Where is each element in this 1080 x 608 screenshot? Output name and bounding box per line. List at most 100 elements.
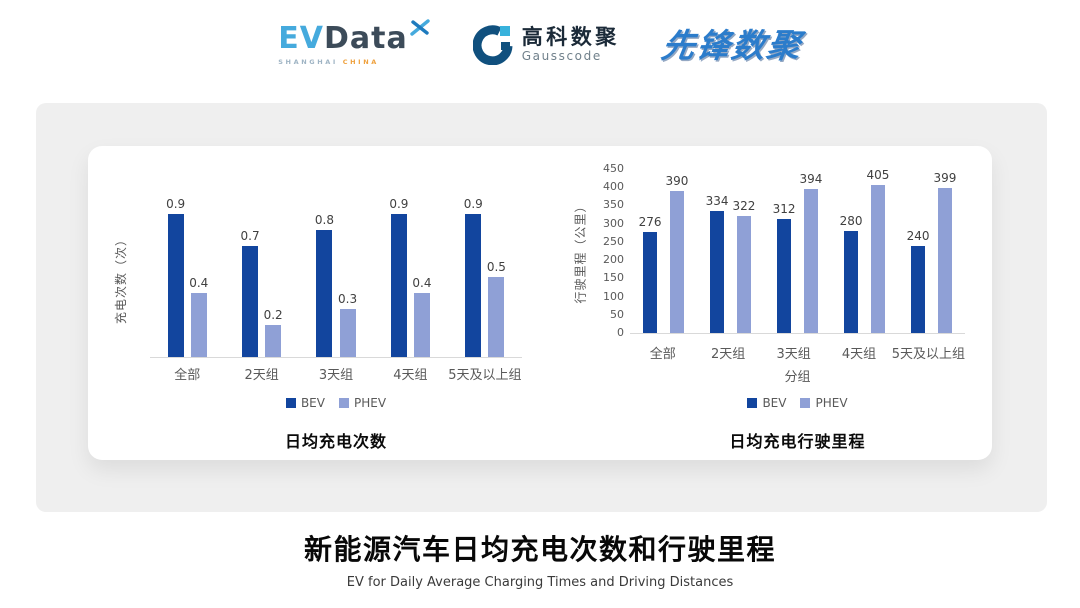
plot-area: 0.9 0.4 0.7 0.2 0.8 0.3 0.9 0.4 0.9 0.5 xyxy=(150,197,522,358)
bar-phev xyxy=(937,188,952,333)
bar-column: 0.7 xyxy=(240,229,260,357)
bar-column: 394 xyxy=(799,172,823,333)
bar-value-label: 312 xyxy=(772,202,796,217)
bar-value-label: 334 xyxy=(705,194,729,209)
x-category-label: 5天及以上组 xyxy=(448,368,522,383)
legend-swatch xyxy=(800,398,811,408)
y-tick-label: 350 xyxy=(603,198,624,212)
bar-value-label: 0.4 xyxy=(412,276,432,291)
bar-value-label: 322 xyxy=(732,199,756,214)
bar-bev xyxy=(643,232,658,333)
legend-label: PHEV xyxy=(353,396,387,410)
legend-label: BEV xyxy=(762,396,787,410)
x-category-label: 2天组 xyxy=(244,368,279,383)
bar-column: 399 xyxy=(933,171,957,333)
bar-phev xyxy=(190,293,207,357)
bar-bev xyxy=(167,214,184,357)
bar-bev xyxy=(465,214,482,357)
gausscode-en-name: Gausscode xyxy=(521,49,602,64)
bar-value-label: 0.9 xyxy=(166,197,186,212)
bar-column: 0.9 xyxy=(389,197,409,357)
legend-swatch xyxy=(285,398,296,408)
bar-bev xyxy=(242,246,259,357)
x-category-label: 2天组 xyxy=(711,347,746,362)
legend-item: PHEV xyxy=(800,396,848,410)
bar-column: 390 xyxy=(665,174,689,333)
bar-phev xyxy=(803,189,818,333)
x-axis-label: 分组 xyxy=(784,370,811,385)
evdata-x-icon xyxy=(410,19,430,36)
bar-group: 0.9 0.4 xyxy=(373,197,447,357)
x-category-label: 4天组 xyxy=(841,347,877,362)
bar-value-label: 0.9 xyxy=(463,197,483,212)
charts-panel: 充电次数（次） 0.9 0.4 0.7 0.2 0.8 0.3 0.9 0.4 0.9 0.5 全… xyxy=(36,103,1047,512)
bar-group: 280 405 xyxy=(831,168,898,333)
bar-column: 322 xyxy=(732,199,756,333)
bar-group: 0.8 0.3 xyxy=(299,213,373,357)
bar-phev xyxy=(413,293,430,357)
x-category-row: 全部 2天组 3天组 4天组 5天及以上组 xyxy=(150,364,522,383)
bar-group: 334 322 xyxy=(697,194,764,333)
bar-group: 0.7 0.2 xyxy=(224,229,298,357)
legend-item: BEV xyxy=(747,396,786,410)
bar-bev xyxy=(777,219,792,333)
bar-value-label: 0.7 xyxy=(240,229,260,244)
gausscode-text: 高科数聚 Gausscode xyxy=(522,26,620,63)
y-tick-label: 300 xyxy=(603,216,624,230)
evdata-china-text: CHINA xyxy=(342,58,379,66)
y-tick-label: 400 xyxy=(603,180,624,194)
evdata-shanghai-text: SHANGHAI xyxy=(278,58,338,66)
bar-bev xyxy=(844,231,859,333)
bar-bev xyxy=(390,214,407,357)
legend: BEV PHEV xyxy=(150,396,522,410)
bar-column: 0.4 xyxy=(412,276,432,357)
gausscode-logo: 高科数聚 Gausscode xyxy=(472,25,620,65)
bar-column: 0.9 xyxy=(463,197,483,357)
y-tick-label: 100 xyxy=(603,289,624,303)
bar-group: 0.9 0.5 xyxy=(448,197,522,357)
bar-phev xyxy=(870,185,885,333)
evdata-data-text: Data xyxy=(323,21,408,56)
y-axis-label: 充电次数（次） xyxy=(113,232,128,324)
gausscode-cn-name: 高科数聚 xyxy=(521,25,620,50)
logo-bar: EV Data SHANGHAI CHINA 高科数聚 Gausscode 先锋数… xyxy=(0,19,1080,66)
caption-subtitle: EV for Daily Average Charging Times and … xyxy=(346,575,734,590)
bar-value-label: 405 xyxy=(866,168,890,183)
y-tick-label: 0 xyxy=(617,326,624,339)
x-category-row: 全部 2天组 3天组 4天组 5天及以上组 xyxy=(630,343,965,362)
bar-value-label: 399 xyxy=(933,171,957,186)
x-category-label: 3天组 xyxy=(318,368,354,383)
y-tick-label: 200 xyxy=(603,253,624,267)
bar-value-label: 276 xyxy=(638,215,662,230)
bar-value-label: 0.9 xyxy=(389,197,409,212)
bar-column: 405 xyxy=(866,168,890,333)
bar-value-label: 390 xyxy=(665,174,689,189)
bar-column: 0.9 xyxy=(166,197,186,357)
bar-group: 240 399 xyxy=(898,171,965,333)
bar-phev xyxy=(339,309,356,357)
evdata-wordmark: EV Data xyxy=(278,19,430,56)
bar-bev xyxy=(911,246,926,333)
chart-daily-charging-times: 充电次数（次） 0.9 0.4 0.7 0.2 0.8 0.3 0.9 0.4 0.9 0.5 全… xyxy=(88,146,548,460)
bar-column: 0.8 xyxy=(314,213,335,357)
bar-group: 312 394 xyxy=(764,172,831,333)
evdata-ev-text: EV xyxy=(278,21,324,56)
caption-title: 新能源汽车日均充电次数和行驶里程 xyxy=(303,533,776,566)
bar-column: 334 xyxy=(705,194,729,333)
evdata-subtext: SHANGHAI CHINA xyxy=(278,58,430,66)
bar-value-label: 0.8 xyxy=(314,213,335,228)
bar-bev xyxy=(710,211,725,333)
legend-label: BEV xyxy=(300,396,325,410)
evdata-logo: EV Data SHANGHAI CHINA xyxy=(278,19,430,66)
chart-daily-driving-distance: 行驶里程（公里） 276 390 334 322 312 394 280 405 240 399 0… xyxy=(548,146,992,460)
bar-value-label: 394 xyxy=(799,172,823,187)
bar-column: 280 xyxy=(840,214,863,333)
bar-phev xyxy=(265,325,282,357)
x-category-label: 全部 xyxy=(649,347,676,362)
legend-swatch xyxy=(338,398,349,408)
bar-value-label: 240 xyxy=(906,229,930,244)
bar-phev xyxy=(736,216,751,333)
y-tick-label: 150 xyxy=(603,271,624,285)
bar-group: 276 390 xyxy=(630,174,697,333)
bar-value-label: 0.5 xyxy=(486,260,506,275)
